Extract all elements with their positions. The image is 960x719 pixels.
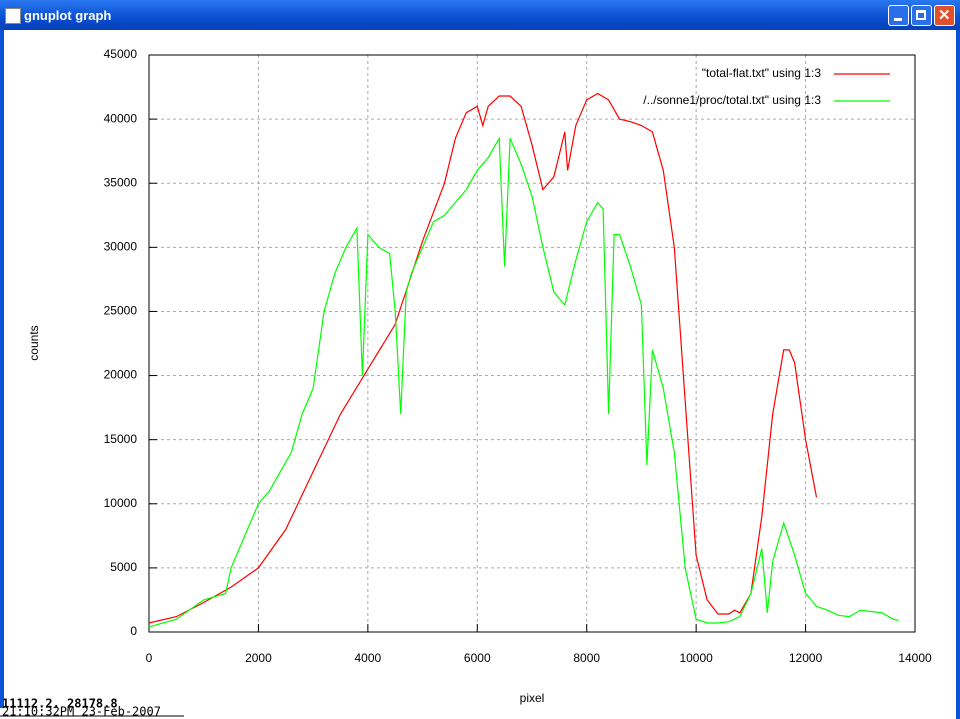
minimize-button[interactable] xyxy=(888,5,909,26)
app-icon xyxy=(5,8,21,24)
graph-area xyxy=(4,30,956,719)
data-line xyxy=(148,136,899,628)
x-tick-label: 8000 xyxy=(573,651,600,665)
status-box xyxy=(0,708,184,719)
y-tick-label: 30000 xyxy=(104,240,138,254)
maximize-button[interactable] xyxy=(911,5,932,26)
window-title: gnuplot graph xyxy=(24,8,112,23)
y-tick-label: 0 xyxy=(130,624,137,638)
y-axis-label: counts xyxy=(27,325,41,360)
x-tick-label: 0 xyxy=(146,651,153,665)
x-tick-label: 10000 xyxy=(679,651,713,665)
y-tick-label: 45000 xyxy=(104,47,138,61)
y-tick-label: 35000 xyxy=(104,175,138,189)
y-tick-label: 10000 xyxy=(104,496,138,510)
plot-frame xyxy=(148,54,916,633)
data-line xyxy=(148,92,818,624)
x-tick-label: 6000 xyxy=(464,651,491,665)
title-bar: gnuplot graph ✕ xyxy=(0,0,960,30)
x-tick-label: 12000 xyxy=(789,651,823,665)
status-timestamp: 21:10:32PM 23-Feb-2007 xyxy=(2,705,161,719)
legend-label: /../sonne1/proc/total.txt" using 1:3 xyxy=(643,93,821,107)
y-tick-label: 5000 xyxy=(110,560,137,574)
close-button[interactable]: ✕ xyxy=(934,5,955,26)
y-tick-label: 25000 xyxy=(104,304,138,318)
y-tick-label: 15000 xyxy=(104,432,138,446)
x-tick-label: 14000 xyxy=(898,651,932,665)
x-tick-label: 2000 xyxy=(245,651,272,665)
legend-label: "total-flat.txt" using 1:3 xyxy=(702,66,822,80)
y-tick-label: 40000 xyxy=(104,111,138,125)
x-axis-label: pixel xyxy=(520,691,545,705)
y-tick-label: 20000 xyxy=(104,368,138,382)
x-tick-label: 4000 xyxy=(355,651,382,665)
status-coords: 11112.2, 28178.8 xyxy=(2,697,118,711)
